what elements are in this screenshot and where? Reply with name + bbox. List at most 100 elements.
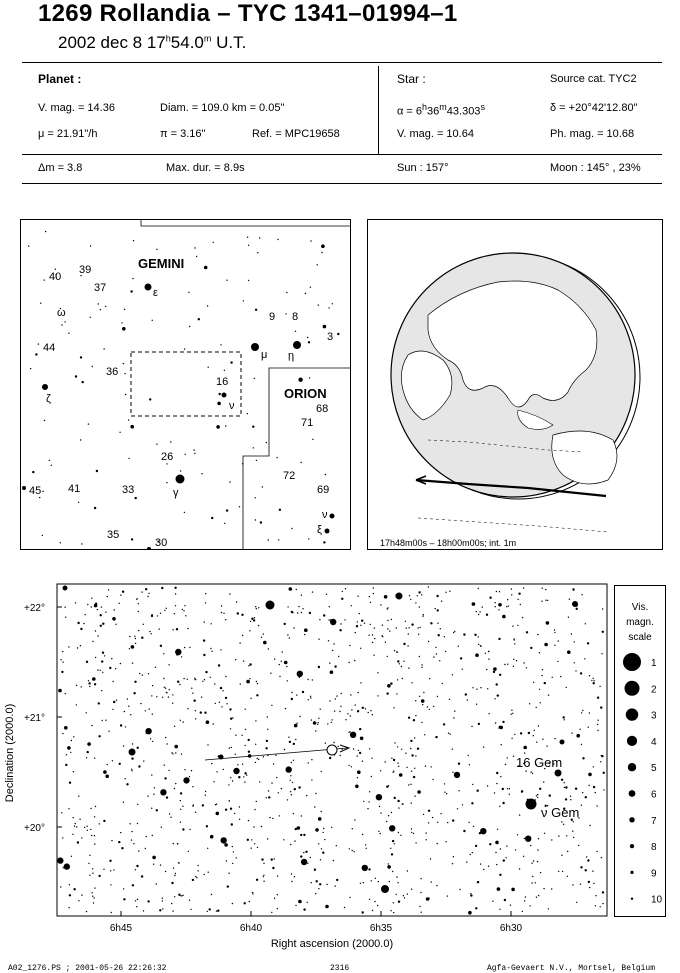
- finder-star: [58, 688, 62, 693]
- finder-star: [532, 875, 534, 878]
- finder-star: [110, 884, 112, 886]
- finder-star: [168, 769, 170, 772]
- planet-reference: Ref. = MPC19658: [252, 128, 340, 140]
- finder-star: [535, 706, 537, 709]
- star-source-catalog: Source cat. TYC2: [550, 73, 637, 85]
- finder-star: [558, 835, 560, 837]
- finder-star: [514, 643, 516, 645]
- finder-star: [402, 895, 405, 897]
- finder-star: [93, 683, 97, 686]
- finder-star: [181, 608, 184, 611]
- star-30: 30: [155, 537, 167, 549]
- finder-star: [318, 843, 320, 845]
- field-star: [230, 361, 233, 364]
- finder-star: [369, 623, 371, 626]
- finder-star: [62, 732, 64, 735]
- finder-star: [572, 821, 574, 823]
- finder-star: [187, 850, 190, 853]
- finder-star: [317, 817, 322, 821]
- finder-star: [134, 642, 137, 645]
- finder-star: [365, 847, 367, 849]
- finder-star: [368, 801, 370, 803]
- finder-star: [417, 790, 421, 794]
- finder-star: [406, 893, 409, 895]
- finder-star: [164, 870, 167, 873]
- finder-star: [570, 633, 573, 635]
- finder-star: [368, 791, 371, 793]
- finder-star: [471, 725, 473, 728]
- finder-star: [292, 813, 294, 815]
- field-star: [225, 509, 229, 512]
- finder-star: [364, 708, 367, 710]
- finder-star: [509, 904, 512, 906]
- finder-star: [333, 741, 335, 744]
- finder-star: [430, 766, 432, 768]
- finder-star: [447, 821, 449, 824]
- finder-star: [187, 627, 189, 630]
- finder-star: [177, 680, 180, 683]
- finder-star: [106, 763, 108, 766]
- finder-star: [588, 784, 590, 787]
- finder-star: [317, 665, 321, 669]
- finder-star: [93, 835, 96, 837]
- footer-file-info: A02_1276.PS ; 2001-05-26 22:26:32: [8, 964, 167, 973]
- field-star: [39, 496, 41, 499]
- field-star: [35, 353, 38, 356]
- finder-star: [144, 710, 146, 712]
- finder-star: [539, 787, 542, 790]
- finder-star: [170, 816, 172, 818]
- field-star: [278, 508, 282, 511]
- finder-star: [208, 908, 211, 911]
- star-3: 3: [327, 331, 333, 343]
- finder-star: [519, 603, 521, 606]
- finder-star: [494, 606, 496, 608]
- finder-star: [575, 670, 577, 672]
- finder-star: [255, 608, 257, 610]
- finder-star: [293, 788, 296, 791]
- finder-star: [544, 804, 547, 807]
- finder-star: [283, 748, 286, 751]
- finder-star: [582, 709, 584, 712]
- finder-star: [78, 900, 80, 902]
- finder-star: [171, 752, 173, 754]
- finder-star: [329, 700, 331, 702]
- finder-star: [98, 874, 101, 878]
- finder-star: [512, 755, 515, 757]
- finder-star: [562, 716, 565, 719]
- finder-star: [537, 793, 539, 796]
- finder-star: [73, 888, 76, 891]
- finder-star: [70, 855, 73, 857]
- finder-star: [471, 602, 476, 606]
- field-star: [74, 375, 78, 378]
- finder-star: [235, 734, 237, 736]
- finder-star: [222, 768, 224, 771]
- finder-star: [445, 650, 447, 653]
- field-star: [307, 341, 311, 344]
- finder-star: [89, 874, 91, 876]
- finder-star: [151, 695, 153, 697]
- finder-star: [112, 617, 116, 621]
- finder-star: [599, 906, 601, 908]
- finder-star: [506, 606, 508, 608]
- field-star: [166, 463, 168, 465]
- finder-star: [283, 622, 286, 626]
- finder-star: [133, 843, 135, 845]
- finder-star: [575, 607, 578, 610]
- finder-star: [400, 665, 403, 668]
- finder-star: [514, 849, 517, 851]
- finder-star: [152, 740, 154, 743]
- globe-shadow-limit-north: [427, 439, 584, 453]
- finder-star: [334, 698, 336, 700]
- finder-star: [255, 743, 257, 745]
- finder-star: [213, 781, 215, 783]
- finder-star: [410, 802, 412, 804]
- finder-star: [105, 719, 107, 721]
- field-star: [291, 527, 293, 530]
- sun-elongation: Sun : 157°: [397, 162, 449, 174]
- field-star: [121, 322, 123, 324]
- finder-star: [325, 904, 329, 909]
- finder-star: [300, 858, 308, 866]
- finder-star: [94, 602, 98, 605]
- finder-star: [309, 695, 312, 697]
- finder-star: [531, 882, 533, 884]
